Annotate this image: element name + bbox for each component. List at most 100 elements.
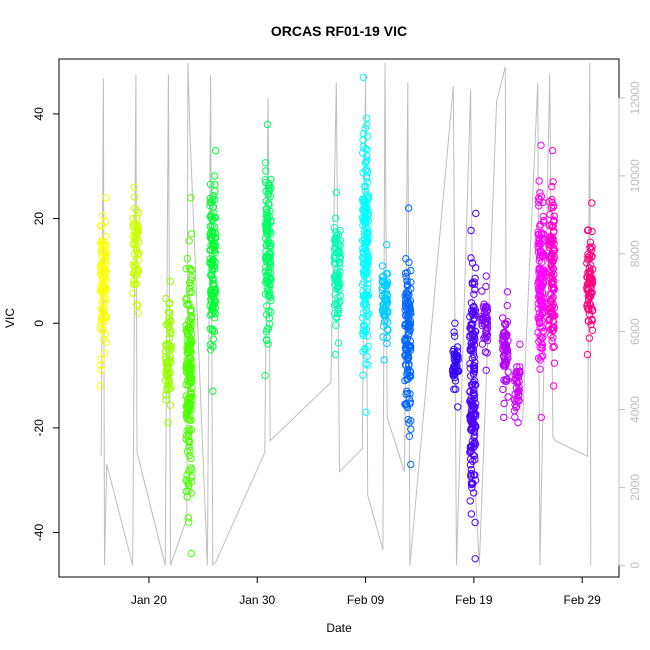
data-point (515, 378, 523, 386)
data-point (469, 420, 477, 428)
y-tick-label: 20 (32, 212, 46, 226)
y-tick-label: 0 (32, 320, 46, 327)
data-point (99, 241, 107, 249)
data-point (451, 370, 459, 378)
data-point (483, 331, 491, 339)
data-point (167, 384, 175, 392)
data-point (538, 334, 546, 342)
data-point (378, 273, 386, 281)
data-point (330, 309, 339, 318)
data-point (468, 400, 476, 408)
data-point (404, 353, 413, 361)
data-point (183, 431, 191, 440)
data-point (162, 396, 170, 404)
data-point (379, 278, 387, 287)
data-point (266, 280, 274, 288)
data-point (550, 286, 558, 294)
data-point (536, 365, 544, 373)
data-point (187, 230, 196, 238)
data-point (379, 322, 388, 330)
data-point (500, 333, 508, 341)
data-point (401, 269, 410, 277)
data-point (362, 292, 370, 300)
data-point (262, 336, 271, 345)
data-point (134, 301, 142, 309)
data-point (516, 340, 524, 348)
data-point (537, 296, 545, 304)
data-point (359, 248, 367, 257)
data-point (261, 221, 270, 229)
data-point (185, 451, 194, 460)
data-point (359, 371, 367, 379)
data-point (512, 402, 521, 411)
data-point (261, 159, 270, 167)
data-point (266, 261, 274, 269)
data-point (132, 243, 140, 251)
data-point (471, 327, 479, 335)
data-point (538, 238, 547, 246)
data-point (211, 289, 219, 297)
data-point (267, 296, 275, 305)
data-point (364, 280, 372, 288)
data-point (336, 249, 344, 257)
data-point (361, 222, 369, 231)
data-point (545, 197, 553, 206)
data-point (184, 514, 193, 522)
data-point (549, 334, 557, 342)
data-point (267, 308, 275, 316)
data-point (185, 264, 194, 272)
data-point (98, 237, 106, 245)
data-point (130, 183, 138, 191)
data-point (166, 277, 175, 286)
data-point (382, 301, 390, 309)
data-point (361, 203, 369, 211)
data-point (482, 272, 490, 280)
y-axis-label: VIC (3, 308, 17, 328)
data-point (332, 254, 340, 262)
y-tick-label: -20 (32, 419, 46, 437)
data-point (499, 385, 507, 394)
data-point (208, 310, 216, 318)
data-point (586, 244, 594, 253)
data-point (450, 385, 458, 393)
data-point (101, 316, 109, 325)
data-point (583, 273, 591, 281)
data-point (403, 277, 411, 285)
data-point (482, 327, 490, 335)
data-point (97, 320, 105, 328)
data-point (183, 427, 191, 435)
data-point (331, 259, 340, 268)
flight-series-rf16 (534, 141, 548, 422)
data-point (165, 376, 173, 385)
data-point (584, 306, 592, 314)
data-point (482, 366, 490, 374)
data-point (264, 340, 272, 348)
data-point (467, 424, 476, 432)
data-point (331, 214, 340, 223)
data-point (537, 413, 545, 422)
data-point (534, 194, 543, 203)
data-point (401, 292, 409, 300)
data-point (330, 301, 339, 309)
data-point (406, 341, 414, 350)
data-point (364, 255, 372, 264)
data-point (406, 398, 414, 406)
data-point (359, 347, 367, 356)
data-point (466, 461, 475, 469)
data-point (480, 300, 488, 308)
data-point (186, 416, 194, 424)
data-point (378, 262, 387, 270)
x-tick-label: Jan 20 (131, 593, 167, 607)
data-point (207, 288, 216, 296)
data-point (165, 322, 173, 331)
data-point (405, 204, 413, 212)
data-point (538, 344, 546, 353)
data-point (132, 214, 141, 223)
data-point (403, 335, 411, 343)
data-point (264, 184, 273, 193)
flight-series-rf10 (401, 204, 415, 469)
data-point (209, 242, 218, 251)
data-point (162, 391, 170, 399)
data-point (100, 298, 109, 307)
